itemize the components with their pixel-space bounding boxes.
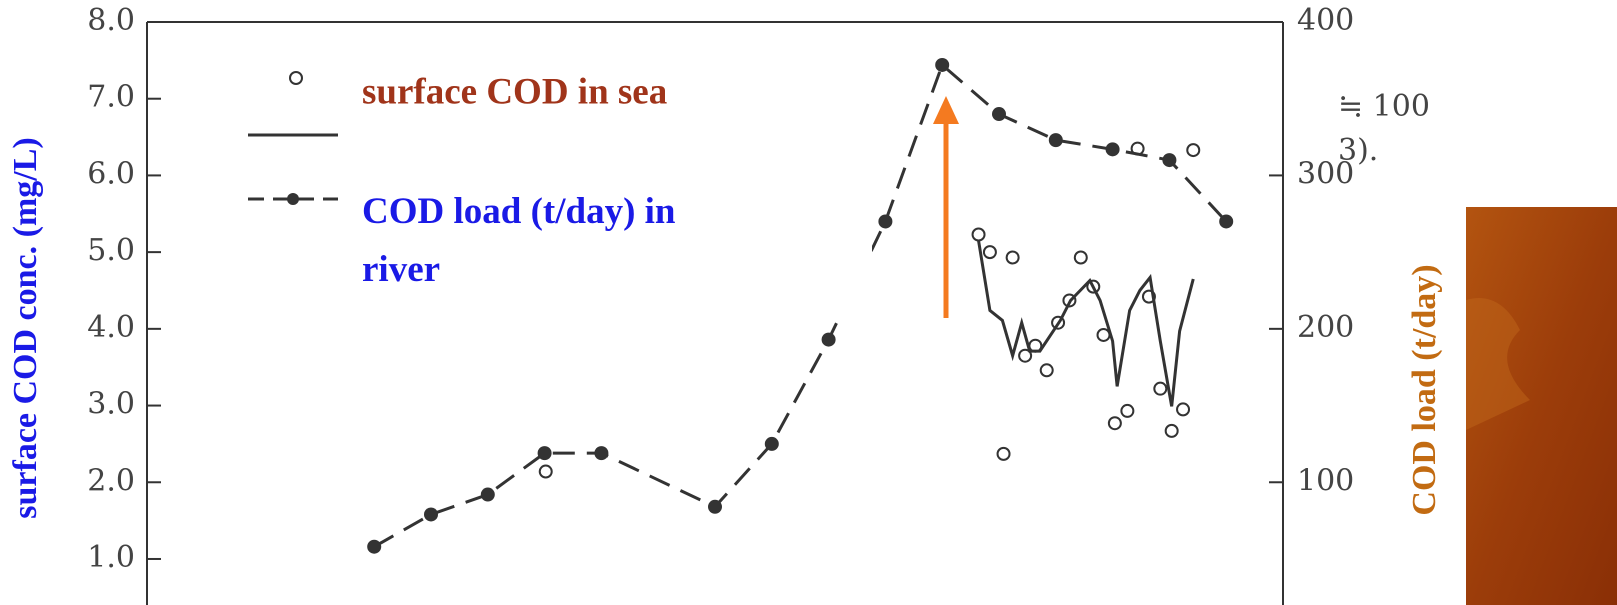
data-point <box>982 245 997 260</box>
data-point <box>1018 348 1033 363</box>
data-point <box>1153 381 1168 396</box>
legend-box <box>350 50 872 315</box>
data-point <box>971 227 986 242</box>
y-tick-label: 3.0 <box>87 387 135 422</box>
annotation: ≒ 100 <box>1338 89 1430 124</box>
data-point <box>1186 143 1201 158</box>
image-detail <box>1466 298 1530 430</box>
data-point <box>1105 142 1120 157</box>
y2-tick-label: 300 <box>1297 156 1354 191</box>
y-tick-label: 6.0 <box>87 156 135 191</box>
data-point <box>1219 214 1234 229</box>
data-point <box>878 214 893 229</box>
data-point <box>1120 403 1135 418</box>
y-tick-label: 8.0 <box>87 3 135 38</box>
legend: surface COD in sea COD load (t/day) in ri… <box>248 71 676 290</box>
annotation: 3). <box>1338 133 1378 168</box>
data-point <box>480 487 495 502</box>
data-point <box>537 446 552 461</box>
data-point <box>821 332 836 347</box>
y-axis-label: surface COD conc. (mg/L) <box>7 137 44 518</box>
y-tick-label: 7.0 <box>87 80 135 115</box>
data-point <box>1107 416 1122 431</box>
solid-line <box>977 240 1195 407</box>
data-point <box>935 57 950 72</box>
arrow-head <box>933 96 959 124</box>
legend-marker <box>289 71 303 85</box>
data-point <box>538 464 553 479</box>
data-point <box>764 436 779 451</box>
y-tick-label: 2.0 <box>87 463 135 498</box>
data-point <box>1164 423 1179 438</box>
legend-label: COD load (t/day) in river <box>362 191 676 290</box>
y-tick-label: 1.0 <box>87 540 135 575</box>
data-point <box>1176 402 1191 417</box>
legend-marker <box>287 193 299 205</box>
data-point <box>367 539 382 554</box>
data-point <box>996 446 1011 461</box>
legend-label: surface COD in sea <box>362 71 667 112</box>
y2-axis-label: COD load (t/day) <box>1406 264 1443 515</box>
data-point <box>1162 153 1177 168</box>
data-point <box>992 107 1006 122</box>
y2-tick-label: 200 <box>1297 310 1354 345</box>
data-point <box>424 507 438 522</box>
data-point <box>594 446 609 461</box>
y-tick-label: 5.0 <box>87 233 135 268</box>
data-point <box>1096 327 1111 342</box>
y2-tick-label: 100 <box>1297 463 1354 498</box>
y-tick-label: 4.0 <box>87 310 135 345</box>
data-point <box>1039 363 1054 378</box>
data-point <box>708 499 722 514</box>
data-point <box>1073 250 1088 265</box>
data-point <box>1048 133 1063 148</box>
y2-tick-label: 400 <box>1297 3 1354 38</box>
plot-area: 8.0 7.0 6.0 5.0 4.0 3.0 2.0 1.0 400 300 200 100 <box>87 3 1354 605</box>
data-point <box>1005 250 1020 265</box>
